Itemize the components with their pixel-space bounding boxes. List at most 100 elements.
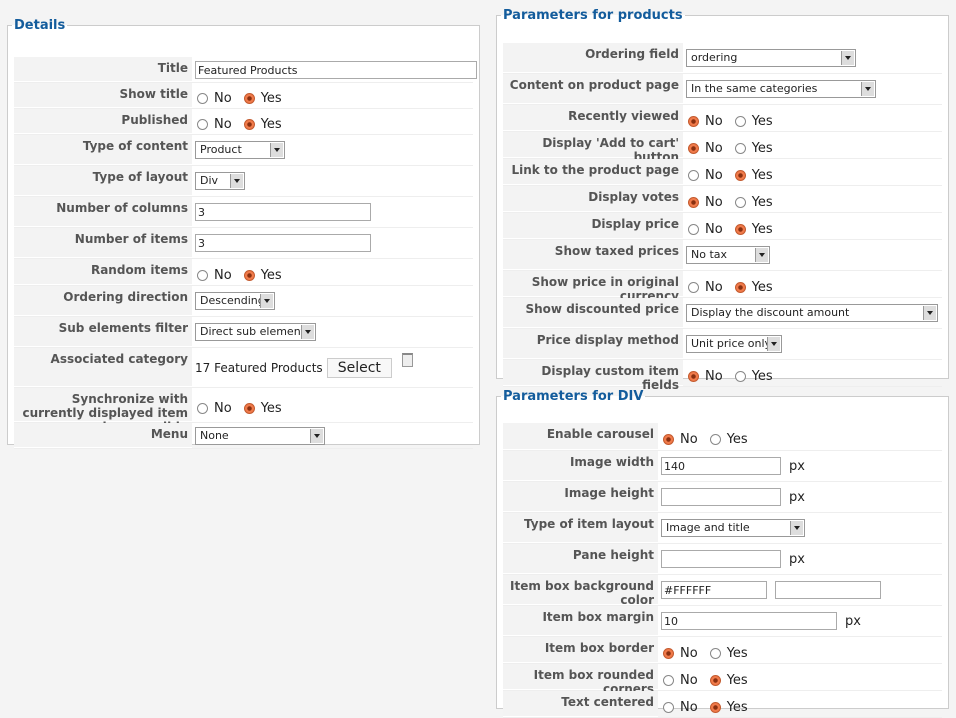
radio-label[interactable]: Yes xyxy=(751,167,773,183)
radio-button[interactable] xyxy=(197,93,208,104)
dropdown[interactable]: Product xyxy=(195,141,285,159)
radio-label[interactable]: Yes xyxy=(726,699,748,715)
radio-button[interactable] xyxy=(709,434,721,445)
radio-label[interactable]: Yes xyxy=(751,368,773,384)
radio-button[interactable] xyxy=(197,402,208,414)
radio-label[interactable]: No xyxy=(214,267,232,283)
radio-button[interactable] xyxy=(663,647,674,659)
field-value: 10 px xyxy=(658,606,861,636)
text-input[interactable]: 3 xyxy=(195,203,371,221)
select-button[interactable]: Select xyxy=(326,357,392,378)
text-input[interactable] xyxy=(661,550,781,568)
radio-label[interactable]: Yes xyxy=(260,91,282,106)
radio-label[interactable]: No xyxy=(705,368,723,384)
text-input[interactable]: 3 xyxy=(195,234,371,252)
radio-label[interactable]: No xyxy=(705,140,723,156)
radio-button[interactable] xyxy=(688,370,699,382)
radio-button[interactable] xyxy=(734,281,746,293)
dropdown[interactable]: Unit price only xyxy=(686,335,782,353)
field-row: Price display method Unit price only xyxy=(503,329,942,360)
radio-label[interactable]: No xyxy=(705,113,723,129)
dropdown[interactable]: Descending xyxy=(195,292,275,310)
dropdown[interactable]: Div xyxy=(195,172,245,190)
text-input[interactable]: #FFFFFF xyxy=(661,581,767,599)
radio-button[interactable] xyxy=(688,196,699,208)
radio-button[interactable] xyxy=(243,269,255,281)
radio-button[interactable] xyxy=(709,647,721,659)
radio-button[interactable] xyxy=(734,115,746,127)
trash-icon[interactable] xyxy=(401,352,413,367)
radio-button[interactable] xyxy=(243,402,255,414)
radio-label[interactable]: Yes xyxy=(726,672,748,688)
radio-button[interactable] xyxy=(709,701,721,713)
radio-button[interactable] xyxy=(688,223,699,235)
field-row: Published No Yes xyxy=(14,109,473,135)
radio-button[interactable] xyxy=(734,370,746,382)
field-value: Unit price only xyxy=(683,329,782,359)
field-row: Link to the product page No Yes xyxy=(503,159,942,186)
text-input[interactable] xyxy=(775,581,881,599)
radio-label[interactable]: Yes xyxy=(260,267,282,283)
fieldset: Details Title Featured Products Show title N… xyxy=(7,18,480,449)
text-input[interactable]: Featured Products xyxy=(195,60,477,79)
radio-button[interactable] xyxy=(734,142,746,154)
text-input[interactable] xyxy=(661,488,781,506)
radio-button[interactable] xyxy=(688,142,699,154)
text-input[interactable]: 140 xyxy=(661,457,781,475)
radio-button[interactable] xyxy=(688,115,699,127)
radio-label[interactable]: No xyxy=(214,117,232,132)
field-value: Product xyxy=(192,135,285,165)
text-input[interactable]: 10 xyxy=(661,612,837,630)
field-row: Number of items 3 xyxy=(14,228,473,259)
unit-label: px xyxy=(789,551,805,567)
field-label: Menu xyxy=(14,423,192,448)
radio-button[interactable] xyxy=(197,269,208,281)
radio-label[interactable]: No xyxy=(705,194,723,210)
radio-button[interactable] xyxy=(734,223,746,235)
dropdown[interactable]: None xyxy=(195,426,325,445)
radio-label[interactable]: Yes xyxy=(751,140,773,156)
radio-button[interactable] xyxy=(734,169,746,181)
radio-label[interactable]: Yes xyxy=(751,194,773,210)
radio-button[interactable] xyxy=(663,434,674,445)
radio-label[interactable]: No xyxy=(705,221,723,237)
radio-label[interactable]: No xyxy=(680,699,698,715)
radio-label[interactable]: Yes xyxy=(260,400,282,416)
radio-button[interactable] xyxy=(688,169,699,181)
radio-button[interactable] xyxy=(243,93,255,104)
dropdown[interactable]: Direct sub elements xyxy=(195,323,316,341)
radio-label[interactable]: No xyxy=(680,432,698,447)
radio-label[interactable]: No xyxy=(214,91,232,106)
radio-label[interactable]: Yes xyxy=(726,645,748,661)
radio-button[interactable] xyxy=(663,674,674,686)
radio-button[interactable] xyxy=(197,119,208,130)
radio-label[interactable]: No xyxy=(214,400,232,416)
radio-button[interactable] xyxy=(709,674,721,686)
dropdown[interactable]: Display the discount amount xyxy=(686,304,938,322)
radio-label[interactable]: Yes xyxy=(726,432,748,447)
radio-label[interactable]: No xyxy=(705,279,723,295)
field-label: Price display method xyxy=(503,329,683,359)
radio-label[interactable]: No xyxy=(705,167,723,183)
radio-label[interactable]: No xyxy=(680,672,698,688)
radio-button[interactable] xyxy=(734,196,746,208)
radio-label[interactable]: Yes xyxy=(751,113,773,129)
field-list: Ordering field ordering Content on product… xyxy=(503,43,942,392)
dropdown[interactable]: ordering xyxy=(686,49,856,67)
radio-button[interactable] xyxy=(243,119,255,130)
field-row: Item box rounded corners No Yes xyxy=(503,664,942,696)
dropdown[interactable]: No tax xyxy=(686,246,770,264)
field-label: Pane height xyxy=(503,544,658,574)
category-name: 17 Featured Products xyxy=(195,360,323,375)
dropdown[interactable]: Image and title xyxy=(661,519,805,537)
radio-label[interactable]: No xyxy=(680,645,698,661)
radio-label[interactable]: Yes xyxy=(751,221,773,237)
radio-label[interactable]: Yes xyxy=(751,279,773,295)
field-row: Synchronize with currently displayed ite… xyxy=(14,388,473,434)
radio-button[interactable] xyxy=(663,701,674,713)
dropdown[interactable]: In the same categories xyxy=(686,80,876,98)
field-value: #FFFFFF xyxy=(658,575,881,605)
radio-button[interactable] xyxy=(688,281,699,293)
radio-label[interactable]: Yes xyxy=(260,117,282,132)
